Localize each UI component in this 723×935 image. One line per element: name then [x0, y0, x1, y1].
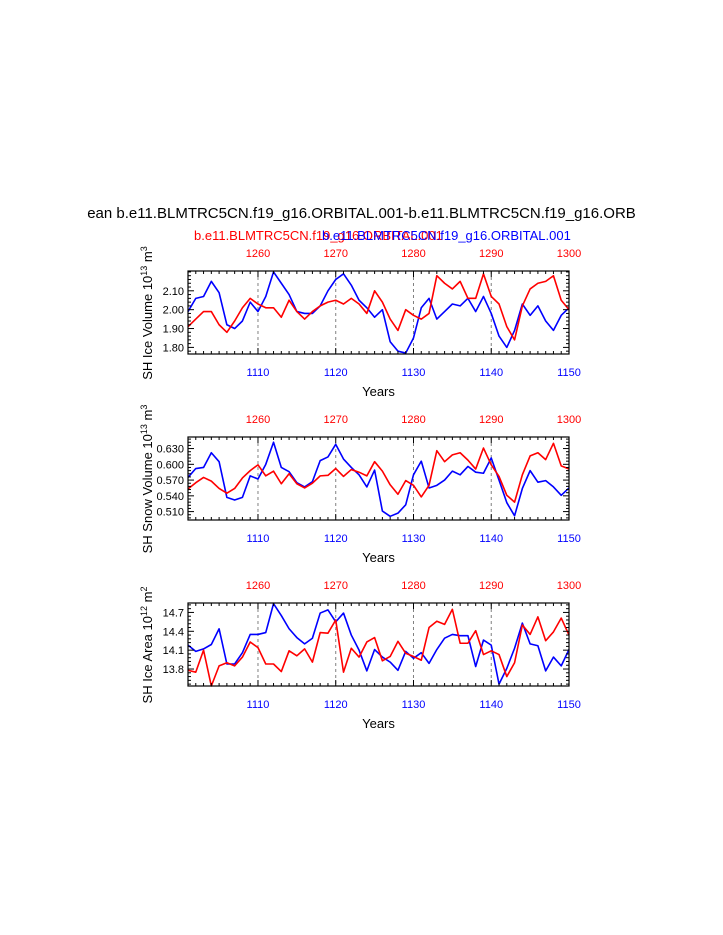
series-line-red [187, 608, 570, 687]
x-tick-label-bottom: 1130 [402, 699, 426, 711]
x-tick-label-top: 1300 [557, 248, 581, 260]
x-tick-label-top: 1300 [557, 414, 581, 426]
x-tick-label-top: 1290 [479, 414, 503, 426]
subtitle-red-run: b.e11.BLMTRC5CN.f19_g16.ORBITAL.001 [194, 228, 443, 243]
y-axis-title-exponent: 13 [139, 424, 149, 434]
x-tick-label-top: 1280 [401, 580, 425, 592]
x-tick-label-bottom: 1140 [479, 533, 503, 545]
y-axis-title: SH Snow Volume 1013 m3 [139, 405, 155, 554]
y-axis-title-exponent: 13 [139, 266, 149, 276]
series-line-red [187, 442, 570, 503]
x-tick-label-top: 1270 [323, 248, 347, 260]
y-tick-label: 0.570 [156, 475, 184, 487]
y-tick-label: 0.600 [156, 459, 184, 471]
y-axis-title-text: SH Ice Area 10 [140, 616, 155, 703]
x-tick-label-bottom: 1130 [402, 367, 426, 379]
y-axis-title-text: m [140, 251, 155, 265]
x-tick-label-bottom: 1110 [247, 367, 270, 379]
y-tick-label: 0.540 [156, 491, 184, 503]
plot-frame [187, 270, 570, 355]
y-axis-title-exponent: 2 [139, 587, 149, 592]
x-tick-label-top: 1260 [246, 248, 270, 260]
x-tick-label-bottom: 1130 [402, 533, 426, 545]
x-tick-label-top: 1280 [401, 414, 425, 426]
x-tick-label-bottom: 1150 [557, 367, 581, 379]
y-tick-label: 14.4 [163, 626, 184, 638]
x-tick-label-bottom: 1110 [247, 699, 270, 711]
x-tick-label-bottom: 1120 [324, 367, 348, 379]
y-tick-label: 0.510 [156, 507, 184, 519]
y-axis-title: SH Ice Area 1012 m2 [139, 587, 155, 704]
x-tick-label-bottom: 1120 [324, 699, 348, 711]
x-tick-label-bottom: 1150 [557, 699, 581, 711]
figure-title: ean b.e11.BLMTRC5CN.f19_g16.ORBITAL.001-… [87, 205, 636, 222]
y-tick-label: 2.00 [163, 305, 184, 317]
subtitle-blue-run: b.e11.BLMTRC5CN.f19_g16.ORBITAL.001 [322, 228, 571, 243]
x-axis-title: Years [362, 550, 395, 565]
panel-sh-ice-area: 13.8 14.1 14.4 14.7 1110 1120 1130 1140 1150 1260… [139, 580, 581, 731]
plot-frame [187, 436, 570, 521]
x-tick-label-bottom: 1150 [557, 533, 581, 545]
y-axis-title-text: SH Ice Volume 10 [140, 276, 155, 380]
x-tick-label-top: 1270 [323, 414, 347, 426]
x-tick-label-top: 1290 [479, 580, 503, 592]
panel-sh-snow-volume: 0.510 0.540 0.570 0.600 0.630 1110 1120 1130 114… [139, 405, 581, 565]
y-axis-title-exponent: 3 [139, 246, 149, 251]
x-tick-label-bottom: 1140 [479, 367, 503, 379]
x-tick-label-top: 1290 [479, 248, 503, 260]
x-tick-label-top: 1300 [557, 580, 581, 592]
y-tick-label: 2.10 [163, 286, 184, 298]
y-axis-title-exponent: 3 [139, 405, 149, 410]
y-tick-label: 0.630 [156, 444, 184, 456]
series-line-blue [187, 602, 570, 685]
x-tick-label-top: 1280 [401, 248, 425, 260]
y-tick-label: 14.1 [163, 645, 184, 657]
series-line-blue [187, 441, 570, 518]
x-tick-label-top: 1260 [246, 580, 270, 592]
x-tick-label-bottom: 1120 [324, 533, 348, 545]
y-tick-label: 1.80 [163, 342, 184, 354]
y-axis-title-text: SH Snow Volume 10 [140, 434, 155, 553]
series-line-blue [187, 271, 570, 354]
y-axis-title-text: m [140, 592, 155, 606]
y-tick-label: 13.8 [163, 664, 184, 676]
x-axis-title: Years [362, 384, 395, 399]
y-axis-title-text: m [140, 410, 155, 424]
plot-frame [187, 602, 570, 687]
x-tick-label-top: 1260 [246, 414, 270, 426]
y-tick-label: 1.90 [163, 324, 184, 336]
y-tick-label: 14.7 [163, 607, 184, 619]
y-axis-title: SH Ice Volume 1013 m3 [139, 246, 155, 380]
panel-sh-ice-volume: 1.80 1.90 2.00 2.10 1110 1120 1130 1140 1150 1260… [139, 246, 581, 399]
x-tick-label-top: 1270 [323, 580, 347, 592]
y-axis-title-exponent: 12 [139, 606, 149, 616]
x-axis-title: Years [362, 716, 395, 731]
series-line-red [187, 273, 570, 341]
x-tick-label-bottom: 1140 [479, 699, 503, 711]
x-tick-label-bottom: 1110 [247, 533, 270, 545]
